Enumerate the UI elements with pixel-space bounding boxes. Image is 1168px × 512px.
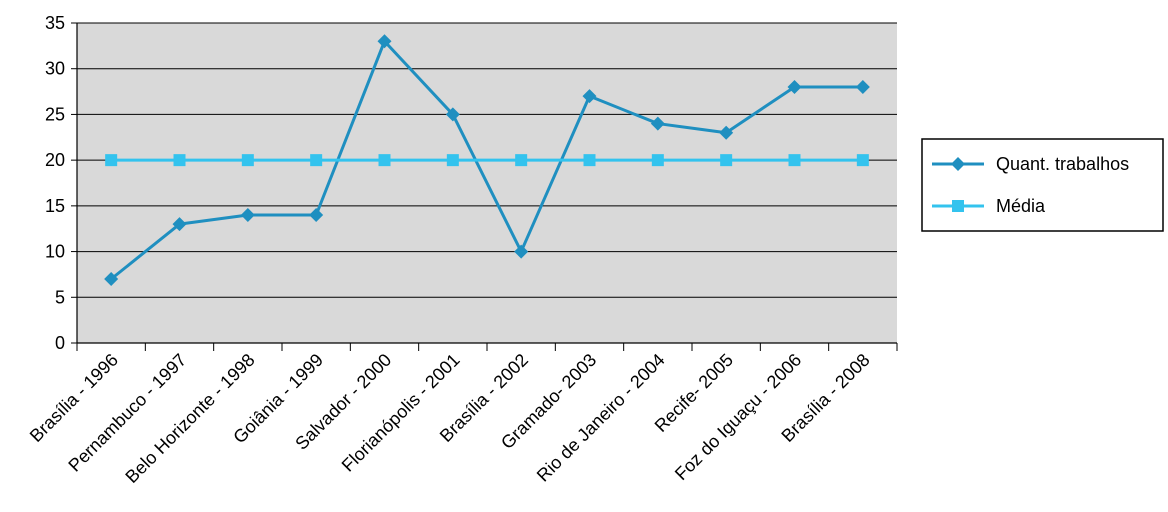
data-point-quant-trabalhos	[719, 125, 734, 140]
series-media	[105, 154, 869, 167]
data-point-quant-trabalhos	[514, 244, 529, 259]
y-axis-ticks: 0 5 10 15 20 25 30 35	[45, 13, 77, 353]
data-point-media	[720, 154, 733, 167]
data-point-quant-trabalhos	[650, 116, 665, 131]
data-point-media	[173, 154, 186, 167]
data-point-media	[310, 154, 323, 167]
legend: Quant. trabalhos Média	[921, 138, 1164, 232]
legend-marker-diamond	[951, 157, 965, 171]
data-point-quant-trabalhos	[172, 217, 187, 232]
x-tick-label: Florianópolis - 2001	[338, 350, 464, 476]
y-tick-label: 15	[45, 196, 65, 216]
y-tick-label: 35	[45, 13, 65, 33]
series-line-quant-trabalhos	[110, 39, 863, 281]
y-tick-label: 20	[45, 150, 65, 170]
x-tick-label: Belo Horizonte - 1998	[121, 350, 258, 487]
data-point-quant-trabalhos	[582, 89, 597, 104]
legend-label-media: Média	[996, 196, 1046, 216]
x-tick-label: Foz do Iguaçu - 2006	[671, 350, 805, 484]
y-tick-label: 25	[45, 104, 65, 124]
data-point-media	[583, 154, 596, 167]
data-point-quant-trabalhos	[855, 80, 870, 94]
data-point-media	[515, 154, 528, 167]
y-tick-label: 30	[45, 59, 65, 79]
data-point-media	[651, 154, 664, 167]
data-point-media	[241, 154, 254, 167]
data-point-media	[105, 154, 118, 167]
x-tick-label: Rio de Janeiro - 2004	[533, 350, 669, 486]
y-tick-label: 0	[55, 333, 65, 353]
series-quant-trabalhos	[104, 34, 870, 286]
legend-marker-square	[952, 200, 964, 212]
legend-label-quant-trabalhos: Quant. trabalhos	[996, 154, 1129, 174]
data-point-quant-trabalhos	[445, 107, 460, 122]
data-point-quant-trabalhos	[104, 272, 119, 286]
series-layer	[104, 34, 870, 286]
data-point-quant-trabalhos	[377, 34, 392, 49]
data-point-quant-trabalhos	[240, 208, 255, 222]
x-tick-label: Pernambuco - 1997	[64, 350, 190, 476]
data-point-media	[446, 154, 459, 167]
y-tick-label: 5	[55, 287, 65, 307]
data-point-quant-trabalhos	[787, 80, 802, 94]
data-point-media	[788, 154, 801, 167]
data-point-media	[378, 154, 391, 167]
data-point-media	[856, 154, 869, 167]
data-point-quant-trabalhos	[309, 208, 324, 222]
y-tick-label: 10	[45, 242, 65, 262]
legend-box	[921, 138, 1164, 232]
